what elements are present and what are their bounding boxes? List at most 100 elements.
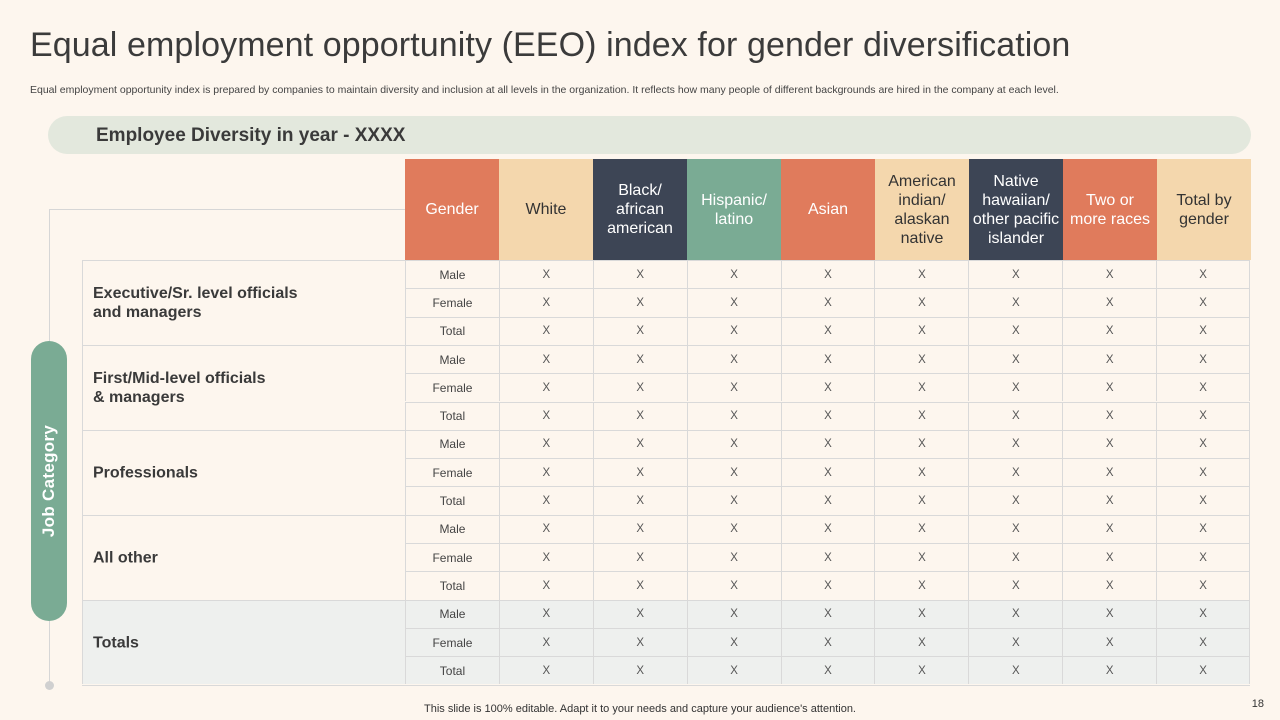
value-cell: X: [1156, 459, 1251, 487]
slide-title: Equal employment opportunity (EEO) index…: [30, 26, 1071, 64]
value-cell: X: [874, 515, 968, 543]
value-cell: X: [686, 657, 781, 685]
gender-cell: Male: [405, 600, 499, 628]
value-cell: X: [968, 345, 1062, 374]
gender-cell: Male: [405, 261, 499, 289]
value-cell: X: [592, 430, 687, 459]
job-category-pill: Job Category: [31, 341, 67, 621]
value-cell: X: [1156, 600, 1251, 628]
value-cell: X: [1062, 628, 1156, 657]
value-cell: X: [1062, 600, 1156, 628]
gender-cell: Male: [405, 515, 499, 543]
value-cell: X: [498, 430, 593, 459]
value-cell: X: [874, 544, 968, 572]
value-cell: X: [968, 600, 1062, 628]
connector-dot: [45, 681, 54, 690]
footer-note: This slide is 100% editable. Adapt it to…: [424, 703, 856, 715]
value-cell: X: [1156, 402, 1251, 430]
table-row: Total X X X X X X X X: [405, 316, 1251, 345]
value-cell: X: [1156, 572, 1251, 600]
value-cell: X: [968, 402, 1062, 430]
value-cell: X: [874, 628, 968, 657]
category-label-line: Executive/Sr. level officials: [93, 284, 298, 302]
column-header: Two or more races: [1063, 159, 1157, 260]
value-cell: X: [1062, 430, 1156, 459]
table-row: Male X X X X X X X X: [405, 260, 1251, 289]
value-cell: X: [780, 459, 875, 487]
column-header: Native hawaiian/ other pacific islander: [969, 159, 1063, 260]
value-cell: X: [780, 402, 875, 430]
value-cell: X: [874, 402, 968, 430]
value-cell: X: [498, 345, 593, 374]
value-cell: X: [1156, 317, 1251, 345]
value-cell: X: [686, 515, 781, 543]
value-cell: X: [592, 459, 687, 487]
value-cell: X: [968, 544, 1062, 572]
value-cell: X: [968, 317, 1062, 345]
table-row: Female X X X X X X X X: [405, 373, 1251, 402]
category-label-line: All other: [93, 549, 158, 567]
banner-title: Employee Diversity in year - XXXX: [96, 125, 406, 146]
value-cell: X: [592, 261, 687, 289]
value-cell: X: [592, 628, 687, 657]
value-cell: X: [1156, 628, 1251, 657]
value-cell: X: [592, 374, 687, 402]
column-header: Asian: [781, 159, 875, 260]
value-cell: X: [592, 515, 687, 543]
value-cell: X: [874, 430, 968, 459]
value-cell: X: [780, 289, 875, 317]
value-cell: X: [1156, 657, 1251, 685]
category-label: All other: [93, 548, 323, 567]
gender-cell: Total: [405, 317, 499, 345]
gender-cell: Total: [405, 572, 499, 600]
value-cell: X: [780, 515, 875, 543]
table-row: Female X X X X X X X X: [405, 288, 1251, 317]
value-cell: X: [686, 374, 781, 402]
value-cell: X: [592, 289, 687, 317]
value-cell: X: [780, 628, 875, 657]
value-cell: X: [686, 572, 781, 600]
value-cell: X: [686, 628, 781, 657]
value-cell: X: [498, 572, 593, 600]
value-cell: X: [686, 459, 781, 487]
value-cell: X: [498, 515, 593, 543]
value-cell: X: [592, 657, 687, 685]
value-cell: X: [686, 345, 781, 374]
gender-cell: Male: [405, 345, 499, 374]
table-row: Total X X X X X X X X: [405, 401, 1251, 430]
value-cell: X: [1062, 572, 1156, 600]
gender-cell: Total: [405, 487, 499, 515]
value-cell: X: [498, 402, 593, 430]
gender-cell: Total: [405, 657, 499, 685]
value-cell: X: [592, 317, 687, 345]
table-bottom-border: [82, 685, 1250, 686]
value-cell: X: [1062, 459, 1156, 487]
column-header: American indian/ alaskan native: [875, 159, 969, 260]
value-cell: X: [686, 600, 781, 628]
value-cell: X: [780, 487, 875, 515]
value-cell: X: [592, 572, 687, 600]
table-row: Female X X X X X X X X: [405, 627, 1251, 657]
value-cell: X: [780, 374, 875, 402]
category-block: Professionals: [82, 429, 405, 515]
value-cell: X: [1062, 261, 1156, 289]
value-cell: X: [1156, 487, 1251, 515]
value-cell: X: [592, 544, 687, 572]
value-cell: X: [1062, 374, 1156, 402]
value-cell: X: [498, 289, 593, 317]
category-label-line: First/Mid-level officials: [93, 369, 266, 387]
value-cell: X: [498, 459, 593, 487]
value-cell: X: [1062, 402, 1156, 430]
value-cell: X: [686, 487, 781, 515]
value-cell: X: [498, 261, 593, 289]
gender-cell: Female: [405, 289, 499, 317]
value-cell: X: [1156, 515, 1251, 543]
value-cell: X: [780, 657, 875, 685]
gender-cell: Male: [405, 430, 499, 459]
value-cell: X: [968, 572, 1062, 600]
category-label-line: & managers: [93, 388, 185, 406]
value-cell: X: [498, 374, 593, 402]
value-cell: X: [592, 487, 687, 515]
value-cell: X: [686, 289, 781, 317]
value-cell: X: [968, 459, 1062, 487]
